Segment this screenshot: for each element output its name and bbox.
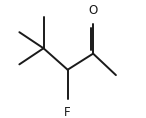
Text: F: F [64,106,71,118]
Text: O: O [88,4,98,17]
